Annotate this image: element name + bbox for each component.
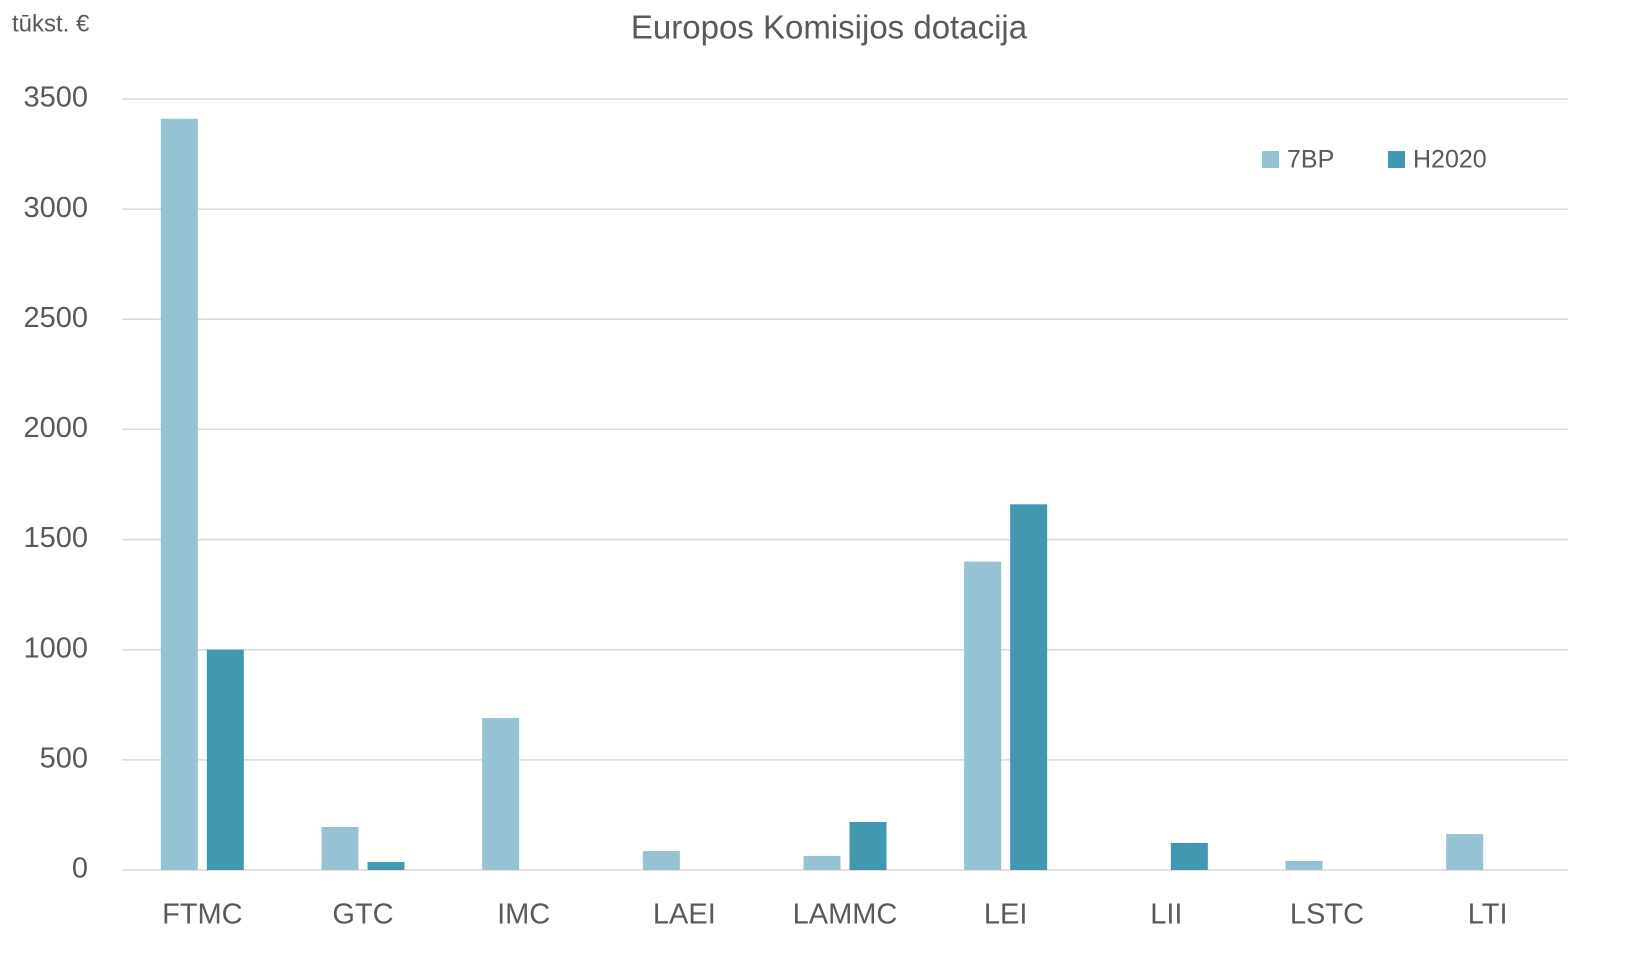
legend-swatch <box>1262 151 1279 168</box>
y-tick-label: 3500 <box>23 82 88 114</box>
x-tick-label: LTI <box>1468 899 1508 931</box>
x-tick-label: IMC <box>497 899 550 931</box>
y-tick-label: 500 <box>40 743 88 775</box>
x-tick-label: LAMMC <box>793 899 898 931</box>
bar <box>803 855 841 870</box>
bar <box>160 118 198 871</box>
bar <box>964 561 1002 870</box>
x-tick-label: LII <box>1150 899 1182 931</box>
bar <box>367 862 405 870</box>
bar <box>1010 504 1048 870</box>
legend-swatch <box>1388 151 1405 168</box>
y-tick-label: 3000 <box>23 192 88 224</box>
legend-label: 7BP <box>1287 146 1334 174</box>
bar <box>1170 842 1208 870</box>
chart-title: Europos Komisijos dotacija <box>631 9 1028 46</box>
bar <box>321 827 359 870</box>
bar <box>642 851 680 870</box>
y-tick-label: 2000 <box>23 412 88 444</box>
bar <box>1446 834 1484 870</box>
y-axis-label: tūkst. € <box>12 10 90 37</box>
bar <box>849 821 887 870</box>
y-tick-label: 1500 <box>23 522 88 554</box>
x-tick-label: LAEI <box>653 899 716 931</box>
x-tick-label: LEI <box>984 899 1028 931</box>
x-tick-label: GTC <box>332 899 393 931</box>
y-tick-label: 0 <box>72 853 88 885</box>
bar <box>1285 860 1323 870</box>
bar <box>206 649 244 870</box>
y-tick-label: 1000 <box>23 632 88 664</box>
x-tick-label: FTMC <box>162 899 243 931</box>
x-tick-label: LSTC <box>1290 899 1364 931</box>
y-tick-label: 2500 <box>23 302 88 334</box>
bar <box>482 718 520 870</box>
legend-label: H2020 <box>1413 146 1487 174</box>
